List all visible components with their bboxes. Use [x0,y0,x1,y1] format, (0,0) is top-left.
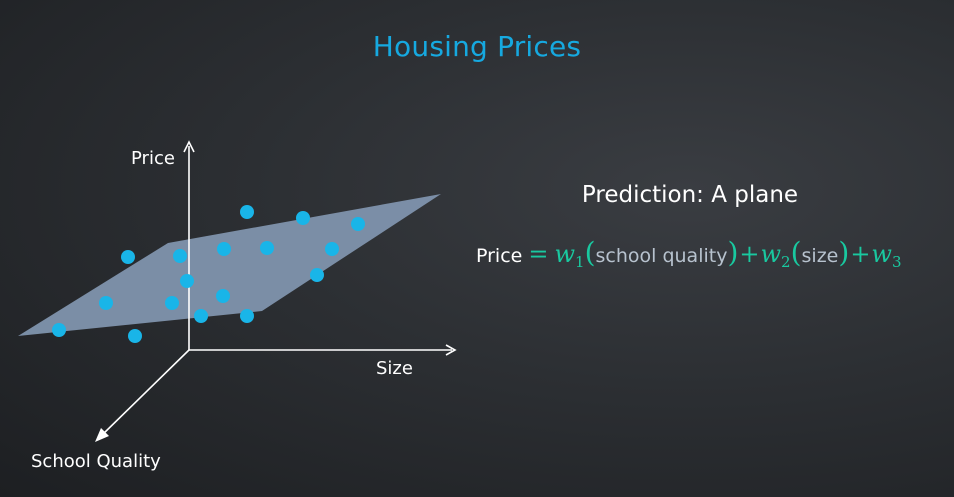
formula-close-paren-1: ) [727,236,739,269]
data-point [128,329,142,343]
data-point [121,250,135,264]
prediction-formula: Price = w 1 ( school quality ) + w 2 ( s… [476,236,902,271]
data-point [194,309,208,323]
size-axis-arrowhead [445,344,457,356]
data-point [52,323,66,337]
formula-plus-1: + [739,240,760,268]
data-point [260,241,274,255]
slide-title: Housing Prices [372,30,582,63]
data-point [99,296,113,310]
formula-lhs: Price [476,245,523,267]
formula-w2: w [760,240,782,268]
formula-w1: w [554,240,576,268]
axis-lines [99,140,457,438]
school-quality-arrowhead [95,428,109,442]
data-point [240,205,254,219]
formula-open-paren-2: ( [790,236,802,269]
size-axis-label: Size [376,358,413,379]
formula-term-school-quality: school quality [595,245,728,267]
data-point [216,289,230,303]
formula-w3: w [871,240,892,268]
prediction-heading: Prediction: A plane [581,182,799,208]
school-quality-axis-label: School Quality [31,451,161,472]
data-point [296,211,310,225]
data-point [165,296,179,310]
school-quality-axis [99,349,190,438]
data-points [52,205,365,343]
formula-plus-2: + [850,240,871,268]
data-point [180,274,194,288]
formula-w1-subscript: 1 [575,253,585,271]
regression-plane [18,194,441,336]
data-point [173,249,187,263]
formula-close-paren-2: ) [838,236,850,269]
formula-w2-subscript: 2 [781,253,791,271]
data-point [310,268,324,282]
formula-open-paren-1: ( [584,236,596,269]
formula-equals: = [528,240,549,268]
data-point [240,309,254,323]
data-point [325,242,339,256]
formula-term-size: size [801,245,839,267]
data-point [351,217,365,231]
formula-w3-subscript: 3 [891,253,902,271]
price-axis-arrowhead [183,140,195,153]
data-point [217,242,231,256]
price-axis-label: Price [131,148,175,169]
